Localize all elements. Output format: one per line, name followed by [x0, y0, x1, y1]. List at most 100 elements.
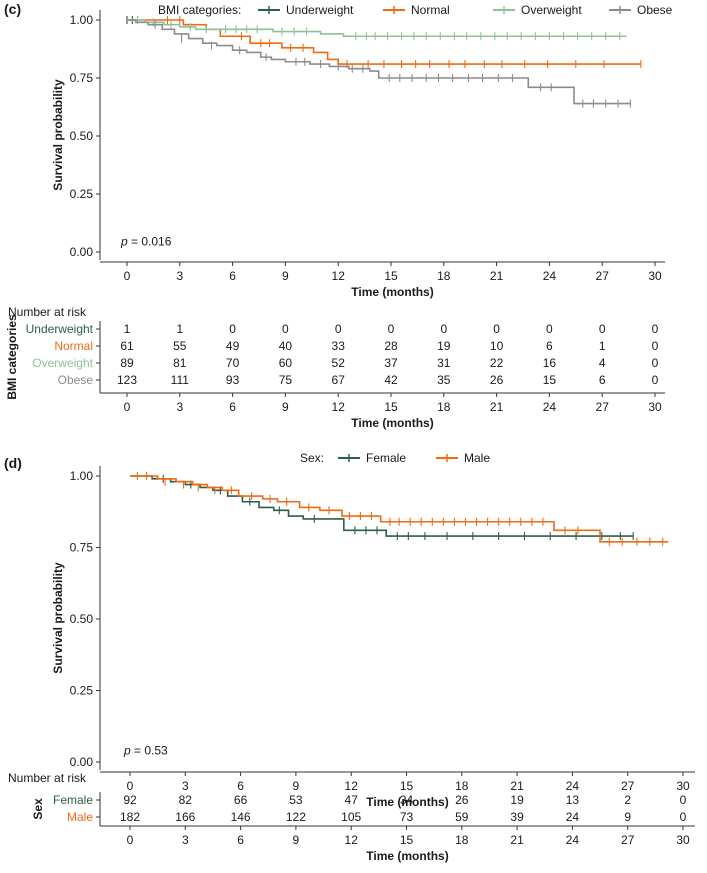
- x-tick-label: 9: [293, 779, 300, 793]
- p-symbol: p: [123, 743, 131, 757]
- risk-table-x-title: Time (months): [351, 416, 433, 430]
- x-tick-label: 3: [182, 779, 189, 793]
- risk-row-label: Underweight: [26, 322, 94, 336]
- legend-title: BMI categories:: [158, 3, 241, 17]
- risk-cell: 0: [388, 322, 395, 336]
- risk-table-x-tick-label: 15: [384, 400, 398, 414]
- risk-cell: 1: [599, 339, 606, 353]
- risk-cell: 16: [543, 356, 557, 370]
- p-value: = 0.53: [131, 743, 168, 757]
- risk-cell: 49: [226, 339, 240, 353]
- risk-cell: 40: [279, 339, 293, 353]
- risk-table-y-title: Sex: [31, 798, 45, 820]
- risk-cell: 31: [437, 356, 451, 370]
- risk-table-x-tick-label: 3: [182, 833, 189, 847]
- y-tick-label: 0.25: [70, 187, 94, 201]
- legend: Sex: Female Male: [300, 451, 490, 465]
- risk-cell: 6: [546, 339, 553, 353]
- risk-cell: 0: [652, 373, 659, 387]
- risk-cell: 182: [120, 810, 140, 824]
- risk-cell: 61: [120, 339, 134, 353]
- risk-table-x-tick-label: 24: [543, 400, 557, 414]
- risk-cell: 93: [226, 373, 240, 387]
- legend-entry: Female: [366, 451, 406, 465]
- x-tick-label: 0: [127, 779, 134, 793]
- risk-row-label: Overweight: [32, 356, 93, 370]
- legend-entry: Normal: [411, 3, 450, 17]
- p-value-annotation: p = 0.53: [123, 743, 168, 757]
- risk-cell: 0: [680, 793, 687, 807]
- series-line: [127, 19, 627, 38]
- x-tick-label: 21: [510, 779, 524, 793]
- risk-cell: 0: [599, 322, 606, 336]
- risk-table-x-tick-label: 9: [282, 400, 289, 414]
- p-value: = 0.016: [128, 234, 172, 248]
- risk-cell: 0: [652, 339, 659, 353]
- x-tick-label: 9: [282, 269, 289, 283]
- risk-cell: 0: [493, 322, 500, 336]
- panel-label: (d): [4, 455, 22, 471]
- x-tick-label: 3: [176, 269, 183, 283]
- x-tick-label: 6: [229, 269, 236, 283]
- y-tick-label: 1.00: [70, 13, 94, 27]
- series-male: [130, 472, 669, 546]
- risk-cell: 52: [332, 356, 346, 370]
- risk-cell: 105: [341, 810, 361, 824]
- risk-table-x-tick-label: 0: [127, 833, 134, 847]
- risk-table-x-tick-label: 15: [400, 833, 414, 847]
- series-line: [127, 19, 641, 65]
- risk-cell: 0: [335, 322, 342, 336]
- risk-table-x-tick-label: 6: [237, 833, 244, 847]
- y-tick-label: 0.75: [70, 71, 94, 85]
- risk-table-x-tick-label: 18: [437, 400, 451, 414]
- risk-cell: 0: [229, 322, 236, 336]
- risk-cell: 6: [599, 373, 606, 387]
- risk-table-x-tick-label: 27: [596, 400, 610, 414]
- risk-table-x-tick-label: 12: [345, 833, 359, 847]
- y-axis-title: Survival probability: [51, 79, 65, 191]
- x-axis-title: Time (months): [366, 795, 448, 809]
- risk-table-title: Number at risk: [8, 771, 87, 785]
- x-tick-label: 12: [345, 779, 359, 793]
- series-line: [130, 475, 669, 543]
- risk-table-x-tick-label: 24: [566, 833, 580, 847]
- x-tick-label: 21: [490, 269, 504, 283]
- risk-cell: 111: [171, 373, 190, 387]
- risk-table-x-tick-label: 21: [510, 833, 524, 847]
- panel-label: (c): [4, 1, 21, 17]
- series-normal: [127, 16, 642, 69]
- risk-cell: 26: [490, 373, 504, 387]
- x-tick-label: 27: [596, 269, 610, 283]
- risk-cell: 15: [543, 373, 557, 387]
- x-tick-label: 15: [384, 269, 398, 283]
- panel-c: (c) 0.00 0.25 0.50 0.75 1.00 Survival probabil…: [4, 1, 673, 430]
- risk-table-x-tick-label: 30: [648, 400, 662, 414]
- p-value-annotation: p = 0.016: [120, 234, 172, 248]
- y-tick-label: 0.75: [70, 541, 94, 555]
- risk-cell: 2: [624, 793, 631, 807]
- series-overweight: [127, 16, 627, 41]
- risk-cell: 73: [400, 810, 414, 824]
- y-tick-label: 0.50: [70, 129, 94, 143]
- legend-entry: Overweight: [521, 3, 582, 17]
- x-tick-label: 30: [648, 269, 662, 283]
- risk-cell: 34: [400, 793, 414, 807]
- risk-cell: 42: [384, 373, 398, 387]
- risk-cell: 13: [566, 793, 580, 807]
- panel-d: (d) 0.00 0.25 0.50 0.75 1.00 Survival probabil…: [4, 451, 695, 863]
- risk-table-x-tick-label: 27: [621, 833, 635, 847]
- y-tick-label: 0.25: [70, 684, 94, 698]
- risk-cell: 66: [234, 793, 248, 807]
- risk-row-label: Normal: [54, 339, 93, 353]
- y-axis-title: Survival probability: [51, 562, 65, 674]
- risk-cell: 9: [624, 810, 631, 824]
- p-symbol: p: [120, 234, 128, 248]
- risk-cell: 28: [384, 339, 398, 353]
- risk-table-x-tick-label: 12: [332, 400, 346, 414]
- risk-cell: 19: [510, 793, 524, 807]
- risk-row-label: Male: [67, 810, 93, 824]
- risk-cell: 60: [279, 356, 293, 370]
- risk-cell: 70: [226, 356, 240, 370]
- x-tick-label: 24: [543, 269, 557, 283]
